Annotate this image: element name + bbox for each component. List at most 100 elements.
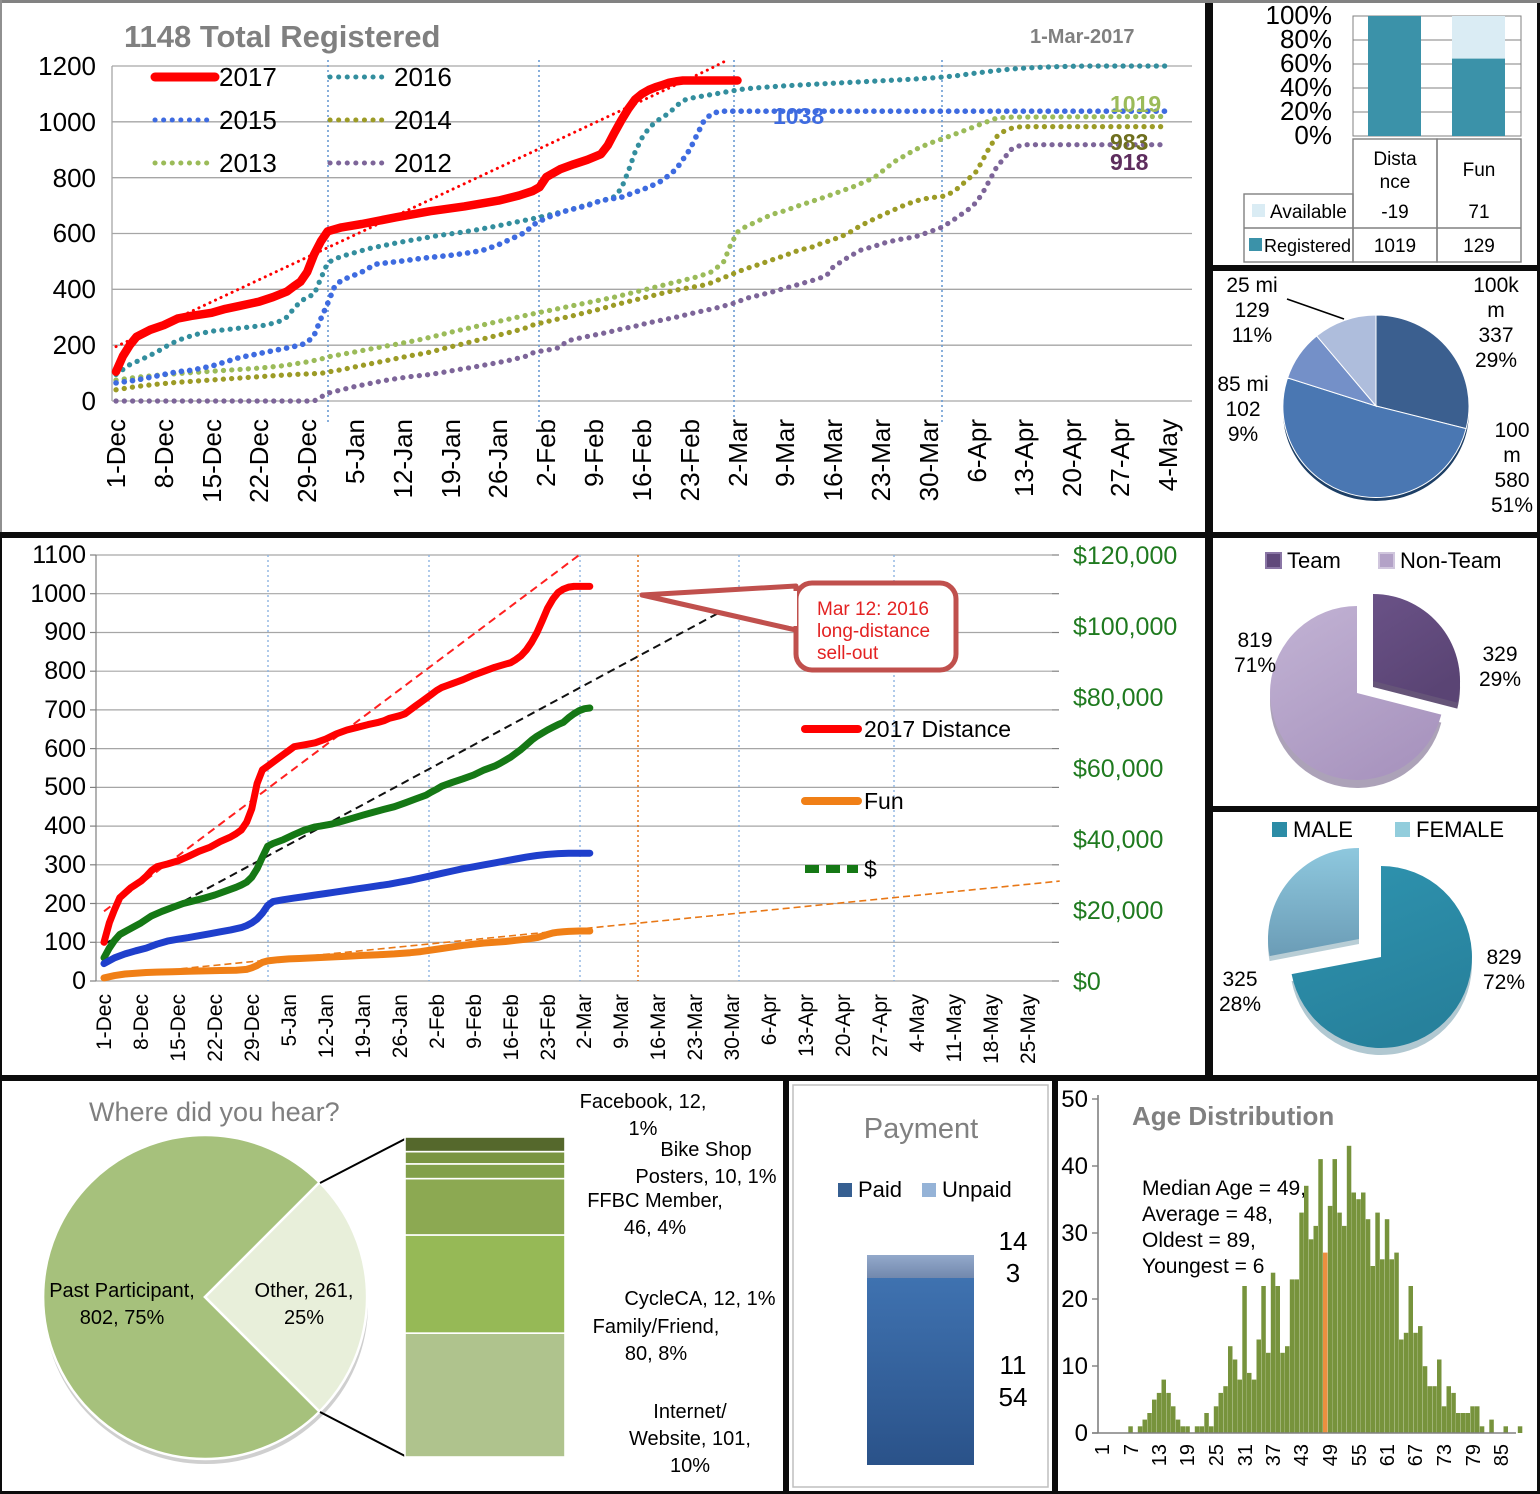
svg-text:14: 14 [999, 1226, 1028, 1256]
svg-text:Mar 12: 2016: Mar 12: 2016 [817, 599, 929, 620]
svg-text:23-Feb: 23-Feb [675, 419, 705, 501]
svg-text:9%: 9% [1228, 423, 1258, 446]
svg-text:22-Dec: 22-Dec [204, 994, 227, 1062]
svg-text:325: 325 [1222, 968, 1257, 991]
svg-text:13: 13 [1149, 1444, 1171, 1466]
svg-text:100k: 100k [1473, 274, 1519, 297]
svg-text:Other, 261,: Other, 261, [255, 1280, 354, 1302]
svg-text:12-Jan: 12-Jan [315, 994, 338, 1058]
svg-text:100: 100 [44, 928, 86, 956]
svg-text:Team: Team [1287, 548, 1341, 573]
svg-text:25%: 25% [284, 1307, 324, 1329]
svg-text:5-Jan: 5-Jan [340, 419, 370, 484]
svg-text:Non-Team: Non-Team [1400, 548, 1501, 573]
svg-text:5-Jan: 5-Jan [278, 994, 301, 1047]
svg-text:18-May: 18-May [980, 994, 1003, 1065]
svg-text:71: 71 [1468, 202, 1489, 223]
svg-text:1019: 1019 [1110, 91, 1161, 117]
svg-text:27-Apr: 27-Apr [869, 994, 892, 1057]
svg-text:Youngest = 6: Youngest = 6 [1142, 1255, 1264, 1278]
svg-text:Internet/: Internet/ [653, 1401, 727, 1423]
svg-text:19: 19 [1177, 1444, 1199, 1466]
svg-text:25-May: 25-May [1017, 994, 1040, 1065]
svg-text:16-Feb: 16-Feb [500, 994, 523, 1061]
svg-text:7: 7 [1121, 1444, 1143, 1455]
svg-text:6-Apr: 6-Apr [962, 419, 992, 483]
svg-text:1038: 1038 [773, 103, 824, 129]
svg-text:Past Participant,: Past Participant, [49, 1280, 195, 1302]
svg-text:329: 329 [1482, 643, 1517, 666]
svg-text:27-Apr: 27-Apr [1105, 419, 1135, 497]
svg-text:1200: 1200 [38, 51, 96, 81]
svg-text:37: 37 [1263, 1444, 1285, 1466]
svg-text:31: 31 [1235, 1444, 1257, 1466]
svg-text:13-Apr: 13-Apr [1009, 419, 1039, 497]
svg-text:28%: 28% [1219, 993, 1261, 1016]
svg-text:29%: 29% [1475, 349, 1517, 372]
svg-text:819: 819 [1237, 629, 1272, 652]
svg-text:800: 800 [44, 657, 86, 685]
svg-text:9-Feb: 9-Feb [463, 994, 486, 1049]
svg-text:$80,000: $80,000 [1073, 684, 1163, 712]
svg-text:100: 100 [1494, 419, 1529, 442]
svg-text:$20,000: $20,000 [1073, 897, 1163, 925]
svg-text:long-distance: long-distance [817, 621, 930, 642]
svg-text:0: 0 [82, 386, 96, 416]
svg-text:Unpaid: Unpaid [942, 1177, 1012, 1202]
svg-text:Dista: Dista [1373, 149, 1417, 170]
svg-text:1000: 1000 [30, 580, 86, 608]
svg-text:19-Jan: 19-Jan [352, 994, 375, 1058]
svg-text:16-Feb: 16-Feb [627, 419, 657, 501]
svg-text:$60,000: $60,000 [1073, 755, 1163, 783]
svg-text:23-Feb: 23-Feb [537, 994, 560, 1061]
svg-text:6-Apr: 6-Apr [758, 994, 781, 1045]
svg-text:200: 200 [44, 890, 86, 918]
svg-text:Fun: Fun [864, 788, 904, 814]
svg-text:983: 983 [1110, 129, 1148, 155]
svg-text:13-Apr: 13-Apr [795, 994, 818, 1057]
svg-text:MALE: MALE [1293, 817, 1353, 842]
svg-text:200: 200 [53, 330, 96, 360]
svg-text:2-Mar: 2-Mar [723, 419, 753, 487]
svg-text:79: 79 [1463, 1444, 1485, 1466]
svg-text:30: 30 [1061, 1220, 1088, 1247]
svg-text:20-Apr: 20-Apr [1057, 419, 1087, 497]
svg-text:Website, 101,: Website, 101, [629, 1428, 751, 1450]
svg-text:2016: 2016 [394, 62, 452, 92]
svg-text:-19: -19 [1381, 202, 1408, 223]
svg-text:2-Feb: 2-Feb [531, 419, 561, 487]
svg-text:50: 50 [1061, 1086, 1088, 1113]
svg-text:72%: 72% [1483, 971, 1525, 994]
svg-text:m: m [1487, 299, 1505, 322]
svg-text:1: 1 [1092, 1444, 1114, 1455]
svg-text:26-Jan: 26-Jan [389, 994, 412, 1058]
svg-text:Posters, 10, 1%: Posters, 10, 1% [635, 1166, 776, 1188]
svg-text:46, 4%: 46, 4% [624, 1217, 686, 1239]
svg-text:nce: nce [1380, 172, 1411, 193]
svg-text:55: 55 [1349, 1444, 1371, 1466]
svg-text:20: 20 [1061, 1286, 1088, 1313]
svg-text:802, 75%: 802, 75% [80, 1307, 165, 1329]
svg-text:54: 54 [999, 1382, 1028, 1412]
svg-text:60%: 60% [1280, 48, 1332, 78]
svg-text:10%: 10% [670, 1455, 710, 1477]
svg-text:1148 Total Registered: 1148 Total Registered [124, 19, 440, 54]
svg-text:$0: $0 [1073, 968, 1101, 996]
svg-text:49: 49 [1320, 1444, 1342, 1466]
svg-text:61: 61 [1377, 1444, 1399, 1466]
svg-text:100%: 100% [1266, 3, 1333, 30]
svg-text:8-Dec: 8-Dec [149, 419, 179, 488]
svg-text:500: 500 [44, 773, 86, 801]
svg-text:900: 900 [44, 618, 86, 646]
svg-text:19-Jan: 19-Jan [436, 419, 466, 499]
svg-text:1%: 1% [629, 1118, 658, 1140]
svg-text:51%: 51% [1491, 494, 1533, 517]
svg-text:11: 11 [1000, 1350, 1027, 1380]
svg-text:102: 102 [1225, 398, 1260, 421]
svg-text:10: 10 [1061, 1353, 1088, 1380]
svg-text:2017: 2017 [219, 62, 277, 92]
svg-text:0%: 0% [1294, 120, 1332, 150]
svg-text:CycleCA, 12, 1%: CycleCA, 12, 1% [624, 1288, 775, 1310]
svg-text:1000: 1000 [38, 107, 96, 137]
svg-text:11%: 11% [1232, 324, 1272, 347]
